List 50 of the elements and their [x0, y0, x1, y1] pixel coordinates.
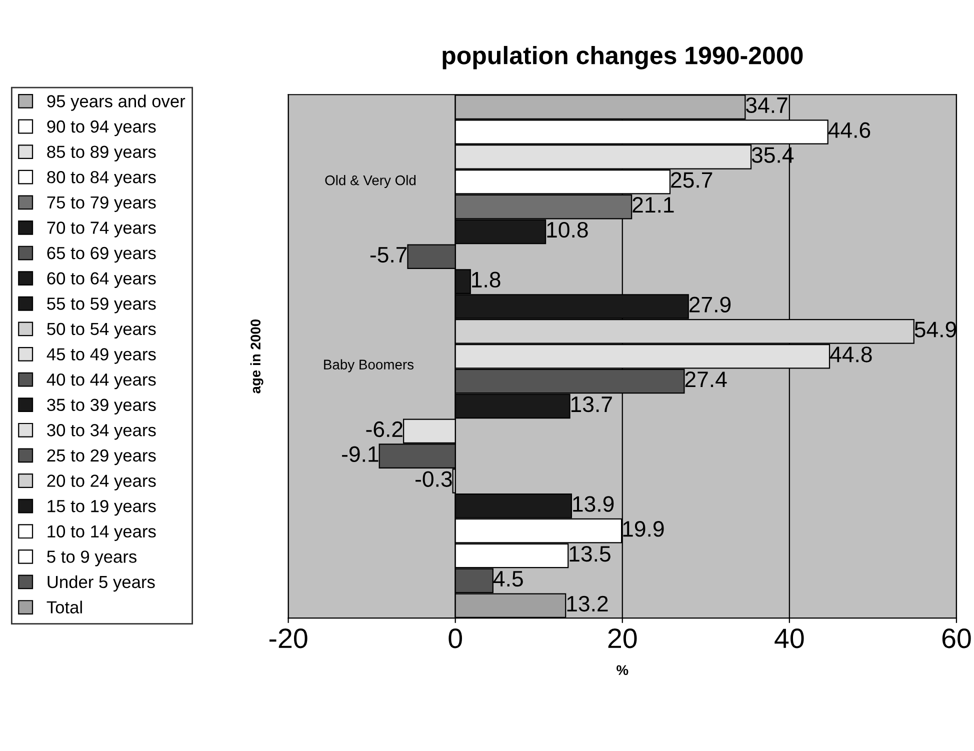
- legend-label: 85 to 89 years: [47, 146, 156, 162]
- legend-label: 45 to 49 years: [46, 348, 156, 364]
- data-label: 27.9: [689, 296, 731, 312]
- x-tick-label: 40: [774, 628, 804, 648]
- legend-label: 40 to 44 years: [46, 373, 156, 390]
- data-label: 13.7: [571, 396, 612, 412]
- data-label: 10.8: [547, 222, 588, 238]
- legend-label: 15 to 19 years: [48, 500, 156, 516]
- data-label: -0.3: [416, 471, 452, 487]
- legend-label: 70 to 74 years: [47, 222, 156, 238]
- legend-label: 75 to 79 years: [47, 196, 156, 212]
- legend-label: 20 to 24 years: [47, 474, 156, 490]
- annotation: Old & Very Old: [325, 175, 416, 188]
- data-label: -5.7: [370, 247, 407, 263]
- data-label: 34.7: [746, 97, 788, 114]
- data-label: 4.5: [493, 571, 523, 587]
- data-label: 44.8: [830, 346, 872, 362]
- legend-label: 60 to 64 years: [47, 272, 156, 288]
- legend-label: Under 5 years: [48, 575, 155, 592]
- legend-label: 5 to 9 years: [47, 550, 136, 566]
- data-label: 25.7: [671, 172, 712, 188]
- chart-title: population changes 1990-2000: [442, 46, 803, 70]
- x-tick-label: 60: [942, 628, 971, 648]
- data-label: 13.5: [570, 546, 610, 562]
- legend-label: Total: [46, 600, 82, 614]
- legend-label: 55 to 59 years: [47, 298, 156, 314]
- x-axis-title: %: [616, 665, 628, 675]
- data-label: 1.8: [472, 272, 500, 288]
- x-tick-label: -20: [269, 628, 308, 648]
- annotation: Baby Boomers: [324, 359, 414, 372]
- y-axis-title: age in 2000: [250, 319, 264, 394]
- x-tick-label: 0: [448, 628, 462, 648]
- data-label: 13.2: [567, 596, 608, 612]
- data-label: -9.1: [342, 446, 378, 462]
- legend-label: 80 to 84 years: [47, 171, 156, 187]
- legend-label: 25 to 29 years: [47, 449, 156, 466]
- data-label: 19.9: [623, 521, 664, 537]
- legend-label: 30 to 34 years: [47, 424, 156, 440]
- legend-label: 35 to 39 years: [47, 398, 156, 414]
- legend-label: 50 to 54 years: [47, 322, 156, 339]
- data-label: 54.9: [914, 322, 956, 338]
- legend-label: 10 to 14 years: [48, 525, 156, 541]
- data-label: 13.9: [573, 496, 614, 512]
- legend-label: 95 years and over: [47, 94, 186, 111]
- data-label: 21.1: [632, 197, 674, 213]
- x-tick-label: 20: [608, 628, 637, 648]
- legend-label: 90 to 94 years: [47, 120, 156, 136]
- data-label: 27.4: [685, 372, 727, 388]
- legend-label: 65 to 69 years: [47, 246, 156, 263]
- data-label: -6.2: [366, 421, 402, 438]
